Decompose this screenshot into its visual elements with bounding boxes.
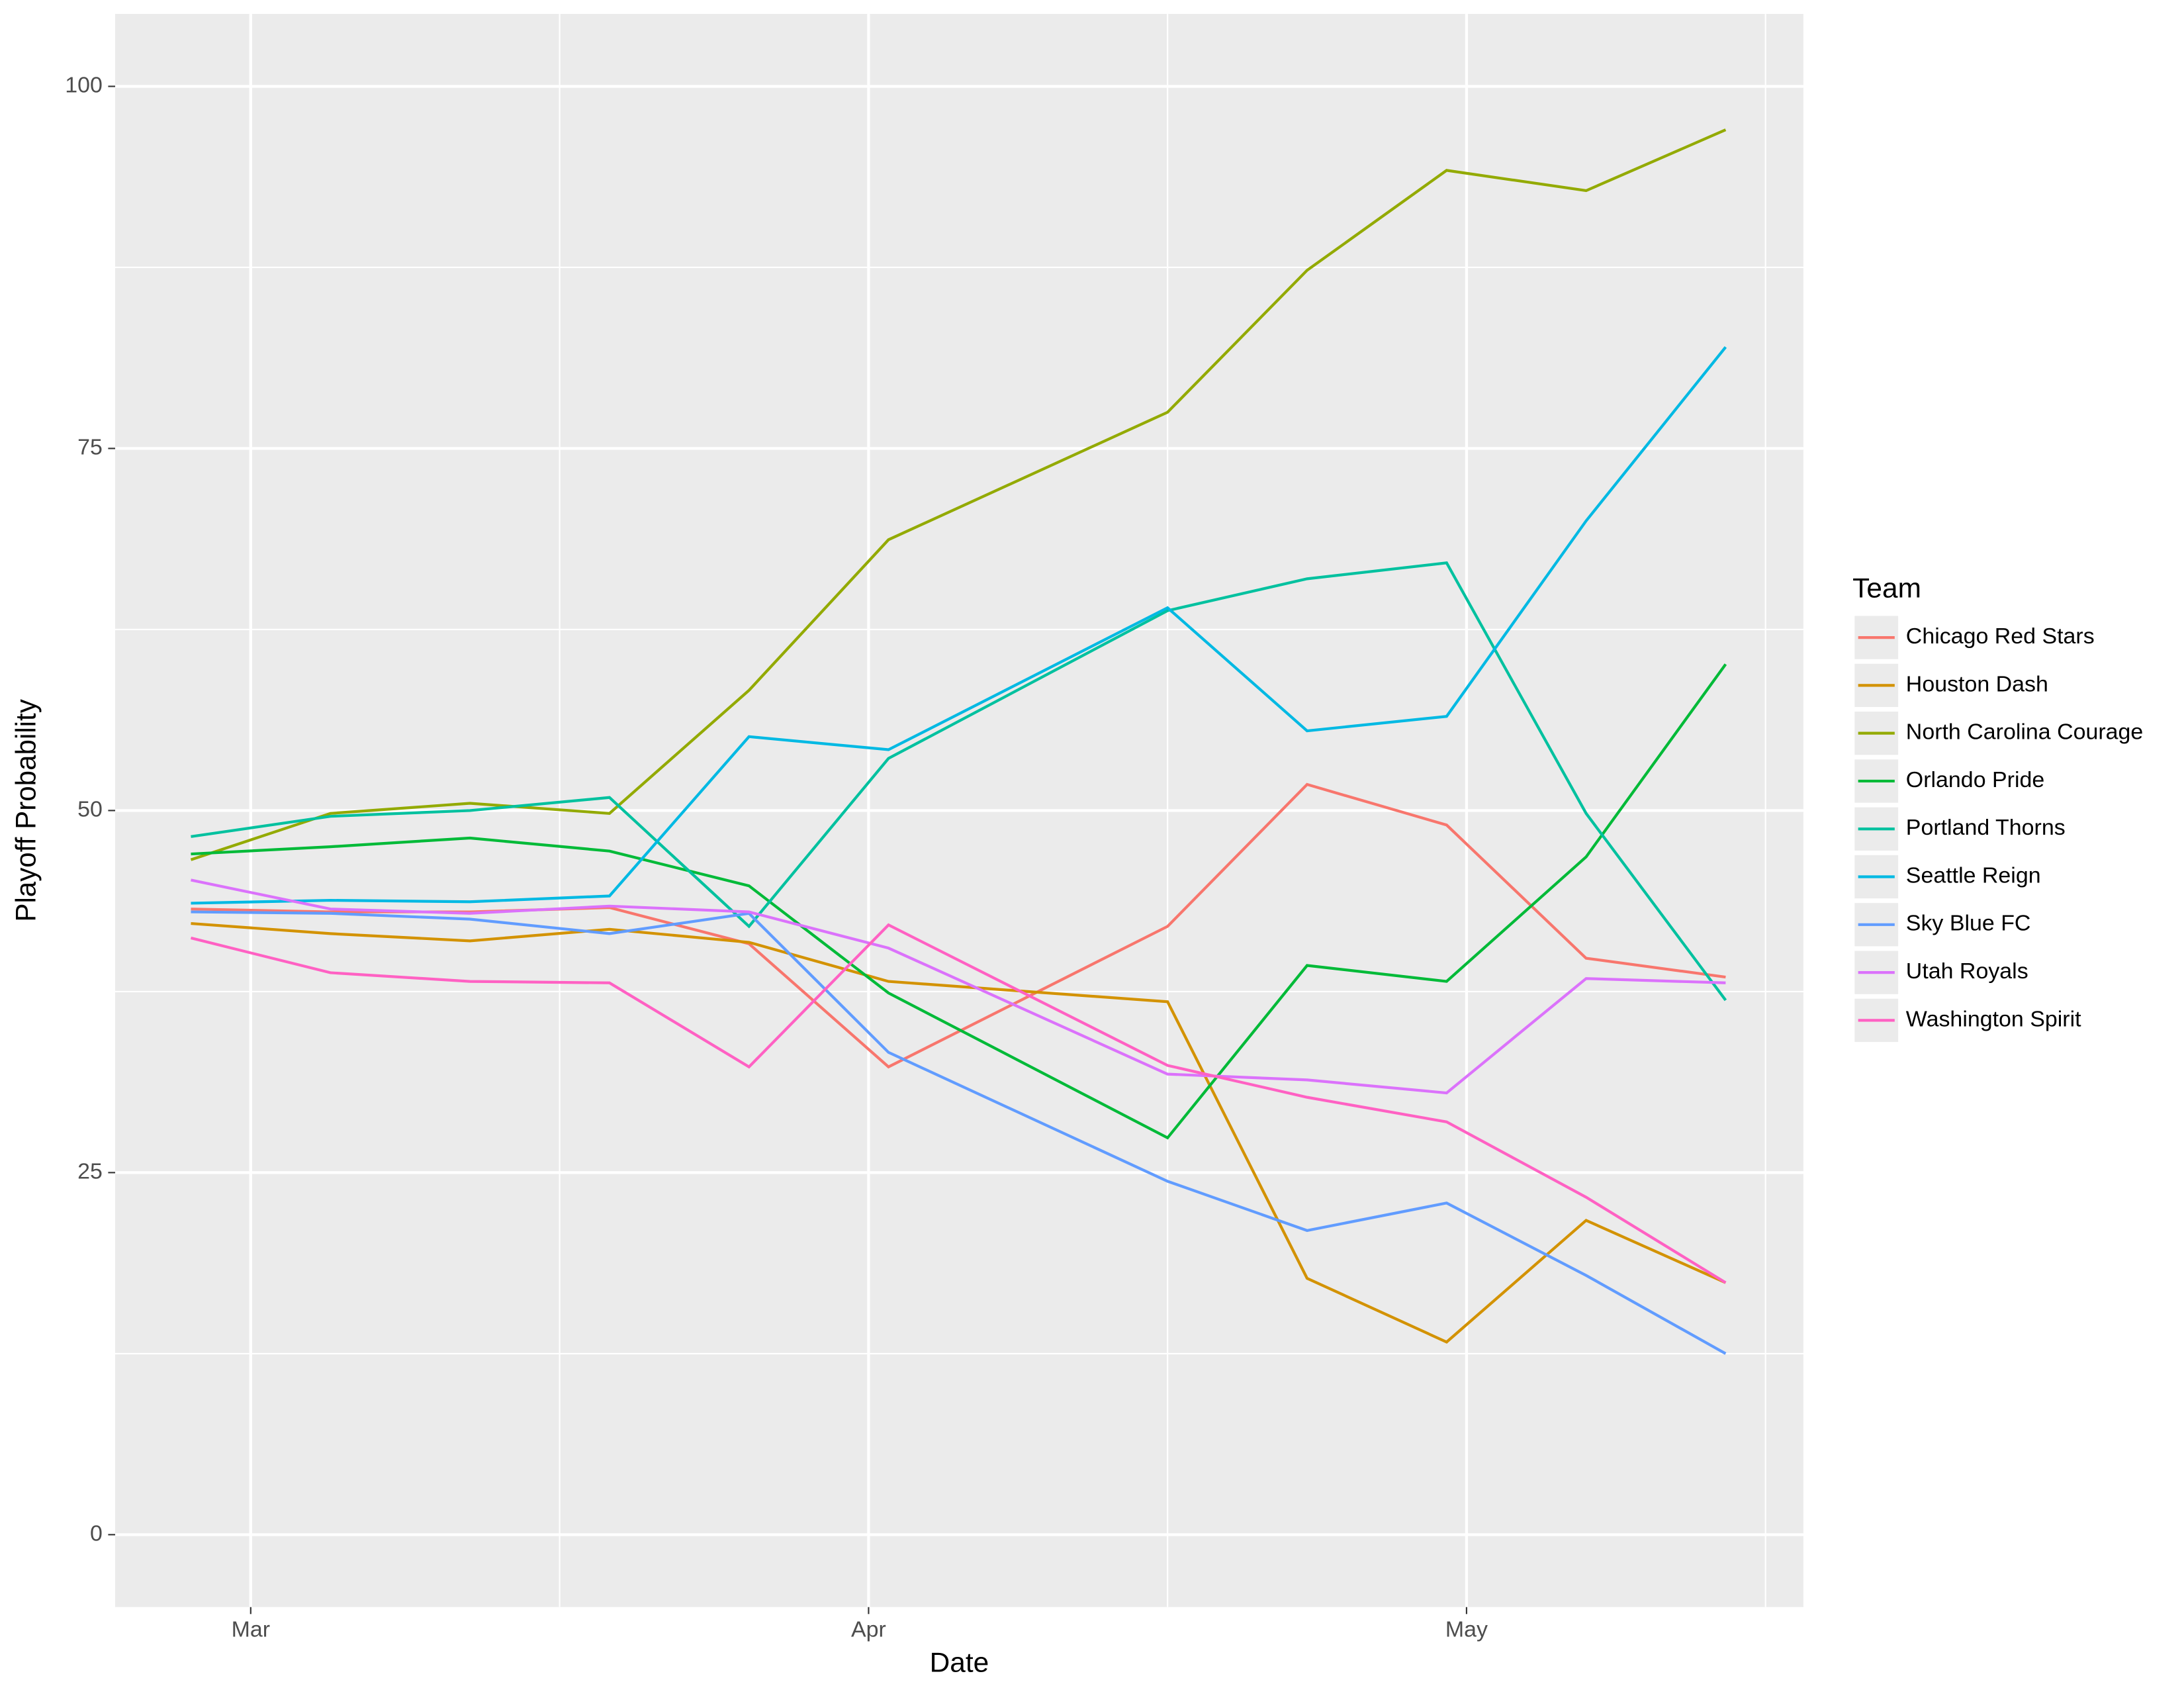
legend-label: Portland Thorns: [1906, 815, 2066, 840]
legend-label: Chicago Red Stars: [1906, 624, 2095, 649]
y-axis-title: Playoff Probability: [11, 698, 42, 921]
line-series: [191, 346, 1727, 905]
x-tick-label: Apr: [851, 1617, 886, 1642]
x-tick-label: Mar: [232, 1617, 270, 1642]
line-series: [191, 561, 1727, 1002]
x-tick-label: May: [1445, 1617, 1488, 1642]
y-tick-label: 50: [77, 796, 103, 821]
legend-label: Houston Dash: [1906, 671, 2048, 696]
y-tick-label: 75: [77, 434, 103, 459]
legend-title: Team: [1852, 573, 1921, 604]
line-series: [191, 910, 1727, 1355]
legend-label: Seattle Reign: [1906, 863, 2041, 888]
legend-label: Washington Spirit: [1906, 1006, 2081, 1031]
y-tick-label: 100: [65, 72, 103, 97]
line-series: [191, 878, 1726, 1095]
y-tick-label: 0: [90, 1521, 103, 1546]
line-series: [190, 923, 1727, 1284]
line-series: [190, 128, 1727, 861]
legend-label: Orlando Pride: [1906, 767, 2044, 792]
legend-label: North Carolina Courage: [1906, 720, 2144, 745]
line-series: [191, 921, 1727, 1344]
legend-label: Sky Blue FC: [1906, 911, 2031, 936]
y-tick-label: 25: [77, 1158, 103, 1184]
line-series: [191, 663, 1727, 1140]
x-axis-title: Date: [930, 1646, 989, 1677]
legend-label: Utah Royals: [1906, 959, 2028, 984]
